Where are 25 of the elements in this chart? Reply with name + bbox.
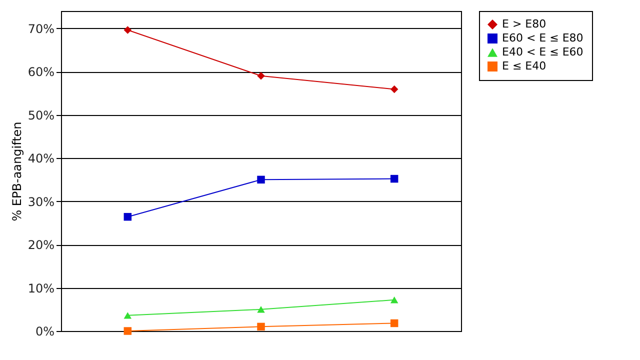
- point: [390, 174, 398, 183]
- legend-label: E40 < E ≤ E60: [502, 46, 584, 58]
- y-tick-label: 0%: [35, 324, 54, 338]
- legend-label: E ≤ E40: [502, 60, 546, 72]
- y-tick-label: 60%: [28, 65, 54, 80]
- y-tick-label: 30%: [28, 194, 54, 209]
- y-tick-label: 10%: [28, 281, 54, 296]
- point: [390, 296, 398, 304]
- point: [124, 26, 132, 34]
- y-axis-title: % EPB-aangiften: [10, 122, 24, 222]
- legend-label: E > E80: [502, 18, 546, 30]
- y-tick-label: 40%: [28, 152, 54, 166]
- point: [257, 322, 265, 331]
- y-tick-label: 70%: [28, 22, 54, 36]
- point: [390, 319, 398, 328]
- point: [124, 327, 132, 335]
- point: [257, 176, 265, 184]
- y-tick-label: 20%: [28, 238, 54, 252]
- y-tick-label: 50%: [28, 108, 54, 122]
- point: [390, 85, 398, 94]
- legend-label: E60 < E ≤ E80: [502, 32, 584, 44]
- point: [124, 212, 132, 221]
- point: [257, 72, 265, 80]
- point: [124, 312, 132, 319]
- point: [257, 306, 265, 313]
